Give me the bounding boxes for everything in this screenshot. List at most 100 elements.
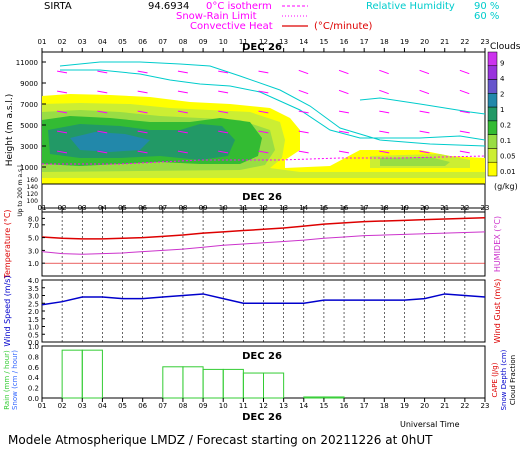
y-tick-label: 1.5 <box>28 316 39 324</box>
precip-y-tick-label: 0.2 <box>28 385 39 393</box>
hour-label: 03 <box>78 204 87 212</box>
hour-label: 04 <box>98 204 107 212</box>
y-tick-label: 0.5 <box>28 331 39 339</box>
cape-ylabel: CAPE (J/g) <box>491 362 499 397</box>
colorbar-title: Clouds <box>490 42 521 52</box>
hour-label: 17 <box>360 204 369 212</box>
colorbar-label: 2 <box>500 91 504 99</box>
wind-arrow <box>218 150 229 154</box>
wind-arrow <box>218 110 229 114</box>
hour-axis-mid: 01 02 03 04 05 06 07 08 09 10 11 12 13 14 15 16 17 18 19 20… <box>38 204 490 212</box>
wind-arrow <box>419 89 430 95</box>
hour-label: 08 <box>178 38 187 46</box>
rh-60-label: 60 % <box>474 11 499 22</box>
clouds-colorbar: 9 4 2 1 0.2 0.1 0.05 0.01 <box>487 51 516 177</box>
colorbar-unit: (g/kg) <box>494 182 518 191</box>
snow-rain-legend: Snow-Rain Limit <box>176 11 257 22</box>
hour-label: 06 <box>138 204 147 212</box>
hour-label: 21 <box>440 38 449 46</box>
hour-label: 15 <box>319 204 328 212</box>
rh-legend: Relative Humidity <box>366 1 455 12</box>
wind-arrow <box>419 130 430 134</box>
hour-label: 02 <box>58 402 67 410</box>
clouds-y-tick-label: 1000 <box>20 164 38 172</box>
precip-bar <box>323 396 345 399</box>
wind-y-ticks: 4.03.53.02.52.01.51.00.50.0 <box>28 277 45 347</box>
wind-arrow <box>57 70 68 74</box>
wind-arrow <box>379 89 389 95</box>
wind-arrow <box>298 150 309 154</box>
wind-arrows <box>57 69 470 154</box>
hour-label: 02 <box>58 38 67 46</box>
hour-label: 10 <box>219 204 228 212</box>
colorbar-swatch <box>487 148 498 163</box>
precip-y-ticks: 1.0 0.8 0.6 0.4 0.2 0.0 <box>28 343 40 403</box>
wind-arrow <box>137 130 148 134</box>
y-tick-label: 3.0 <box>28 247 39 255</box>
convective-legend: Convective Heat <box>190 21 273 32</box>
colorbar-swatch <box>487 79 498 94</box>
hour-label: 07 <box>158 38 167 46</box>
hour-label: 13 <box>279 402 288 410</box>
rain-ylabel: Rain (mm / hour) <box>3 350 11 410</box>
hour-label: 03 <box>78 38 87 46</box>
clouds-y-tick-low-label: 160 <box>27 177 39 184</box>
colorbar-swatch <box>487 51 498 67</box>
clouds-y-tick-label: 7000 <box>20 101 38 109</box>
wind-arrow <box>338 150 349 154</box>
hour-label: 22 <box>460 402 469 410</box>
wind-arrow <box>57 110 68 114</box>
series-line-0 <box>41 217 486 240</box>
hour-label: 10 <box>219 402 228 410</box>
hour-label: 15 <box>319 38 328 46</box>
wind-arrow <box>379 110 390 114</box>
colorbar-label: 9 <box>500 60 504 68</box>
clouds-y-tick-label: 9000 <box>20 80 38 88</box>
wind-arrow <box>338 89 349 95</box>
snow-depth-ylabel: Snow Depth (cm) <box>500 349 508 410</box>
temperature-ylabel: Temperature (°C) <box>3 209 12 279</box>
hour-label: 13 <box>279 38 288 46</box>
hour-label: 21 <box>440 204 449 212</box>
hour-label: 06 <box>138 402 147 410</box>
hour-label: 05 <box>118 204 127 212</box>
rh-contour-90 <box>59 61 486 147</box>
hour-label: 11 <box>239 204 248 212</box>
colorbar-swatch <box>487 106 498 122</box>
convective-unit: (°C/minute) <box>314 21 373 32</box>
wind-arrow <box>419 110 430 114</box>
clouds-y-tick-label: 3000 <box>20 143 38 151</box>
wind-arrow <box>419 69 430 75</box>
y-tick-label: 8.0 <box>28 215 39 223</box>
precip-y-tick-label: 0.4 <box>28 374 40 382</box>
rh-90-label: 90 % <box>474 1 499 12</box>
wind-arrow <box>459 69 470 75</box>
hour-label: 09 <box>199 204 208 212</box>
hour-label: 08 <box>178 204 187 212</box>
wind-arrow <box>459 89 470 95</box>
xaxis-label: Universal Time <box>400 420 460 429</box>
y-tick-label: 1.0 <box>28 324 39 332</box>
wind-arrow <box>97 110 108 114</box>
forecast-footer: Modele Atmospherique LMDZ / Forecast sta… <box>8 433 433 447</box>
hour-label: 22 <box>460 204 469 212</box>
hour-label: 16 <box>340 204 349 212</box>
precip-panel: 1.0 0.8 0.6 0.4 0.2 0.0 DEC 26 Rain (mm / hou… <box>3 343 517 410</box>
y-tick-label: 0.0 <box>28 339 39 347</box>
precip-bar <box>263 372 285 399</box>
hour-label: 14 <box>299 402 308 410</box>
wind-arrow <box>97 130 108 134</box>
wind-arrow <box>177 150 188 154</box>
station-code: 94.6934 <box>148 1 189 12</box>
wind-arrow <box>137 150 148 154</box>
hour-label: 23 <box>481 204 490 212</box>
date-label-clouds: DEC 26 <box>242 192 282 203</box>
clouds-y-tick-label: 5000 <box>20 122 38 130</box>
wind-arrow <box>218 130 229 134</box>
cloud-band-late-01 <box>380 157 450 166</box>
hour-label: 12 <box>259 38 268 46</box>
wind-arrow <box>177 70 188 74</box>
